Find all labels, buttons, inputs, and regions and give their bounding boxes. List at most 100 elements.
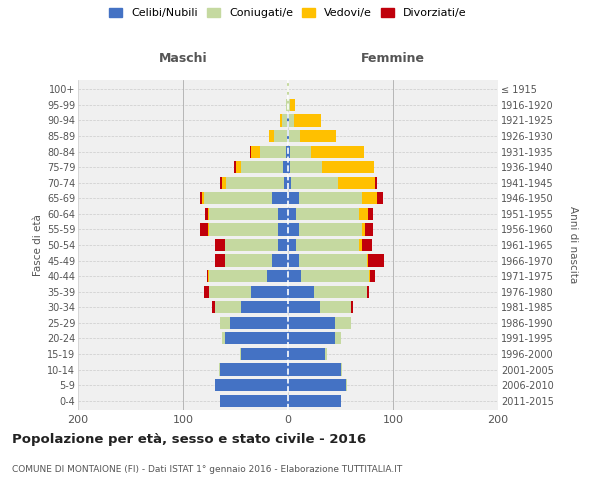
Bar: [260, 146, 286, 158]
Bar: [288, 364, 341, 376]
Bar: [335, 332, 341, 344]
Bar: [288, 146, 290, 158]
Bar: [288, 254, 299, 266]
Bar: [274, 130, 287, 142]
Bar: [295, 114, 320, 126]
Bar: [286, 146, 288, 158]
Bar: [290, 161, 322, 173]
Y-axis label: Fasce di età: Fasce di età: [32, 214, 43, 276]
Bar: [314, 286, 367, 298]
Bar: [215, 254, 225, 266]
Bar: [368, 254, 383, 266]
Bar: [289, 114, 295, 126]
Bar: [359, 208, 368, 220]
Text: Popolazione per età, sesso e stato civile - 2016: Popolazione per età, sesso e stato civil…: [12, 432, 366, 446]
Bar: [280, 114, 282, 126]
Bar: [277, 239, 288, 251]
Bar: [209, 286, 251, 298]
Bar: [288, 317, 335, 329]
Bar: [346, 379, 347, 391]
Bar: [251, 146, 260, 158]
Bar: [369, 270, 370, 282]
Bar: [207, 270, 208, 282]
Bar: [288, 114, 289, 126]
Bar: [225, 254, 272, 266]
Bar: [299, 192, 361, 204]
Bar: [208, 224, 209, 235]
Text: Femmine: Femmine: [361, 52, 425, 65]
Bar: [322, 161, 374, 173]
Bar: [218, 364, 220, 376]
Bar: [288, 84, 289, 96]
Bar: [338, 176, 375, 189]
Bar: [208, 208, 209, 220]
Bar: [241, 301, 288, 314]
Bar: [287, 130, 288, 142]
Bar: [215, 379, 288, 391]
Bar: [220, 176, 222, 189]
Bar: [202, 192, 204, 204]
Bar: [277, 208, 288, 220]
Bar: [287, 114, 288, 126]
Bar: [335, 317, 351, 329]
Bar: [212, 301, 215, 314]
Bar: [250, 146, 251, 158]
Bar: [290, 99, 295, 111]
Bar: [240, 348, 241, 360]
Bar: [235, 161, 241, 173]
Bar: [215, 239, 225, 251]
Bar: [288, 348, 325, 360]
Bar: [200, 192, 202, 204]
Bar: [225, 332, 288, 344]
Bar: [225, 239, 277, 251]
Bar: [299, 224, 361, 235]
Legend: Celibi/Nubili, Coniugati/e, Vedovi/e, Divorziati/e: Celibi/Nubili, Coniugati/e, Vedovi/e, Di…: [107, 6, 469, 20]
Bar: [200, 224, 208, 235]
Bar: [272, 192, 288, 204]
Bar: [220, 394, 288, 406]
Bar: [288, 208, 296, 220]
Bar: [288, 394, 341, 406]
Bar: [205, 208, 208, 220]
Bar: [286, 99, 288, 111]
Bar: [361, 224, 365, 235]
Bar: [361, 192, 377, 204]
Bar: [288, 379, 346, 391]
Bar: [241, 161, 283, 173]
Bar: [288, 286, 314, 298]
Bar: [215, 301, 241, 314]
Bar: [289, 130, 299, 142]
Bar: [288, 192, 299, 204]
Text: COMUNE DI MONTAIONE (FI) - Dati ISTAT 1° gennaio 2016 - Elaborazione TUTTITALIA.: COMUNE DI MONTAIONE (FI) - Dati ISTAT 1°…: [12, 466, 402, 474]
Bar: [282, 114, 287, 126]
Bar: [359, 239, 362, 251]
Bar: [222, 332, 225, 344]
Bar: [288, 99, 290, 111]
Bar: [288, 130, 289, 142]
Bar: [299, 254, 367, 266]
Bar: [368, 208, 373, 220]
Bar: [251, 286, 288, 298]
Bar: [296, 239, 359, 251]
Bar: [267, 270, 288, 282]
Bar: [287, 84, 288, 96]
Bar: [288, 301, 320, 314]
Bar: [288, 270, 301, 282]
Bar: [291, 176, 338, 189]
Bar: [367, 254, 368, 266]
Bar: [375, 176, 377, 189]
Bar: [204, 192, 272, 204]
Bar: [208, 270, 209, 282]
Bar: [209, 224, 277, 235]
Bar: [320, 301, 351, 314]
Bar: [277, 224, 288, 235]
Bar: [296, 208, 359, 220]
Bar: [290, 146, 311, 158]
Bar: [204, 286, 209, 298]
Y-axis label: Anni di nascita: Anni di nascita: [568, 206, 578, 284]
Bar: [367, 286, 369, 298]
Bar: [209, 208, 277, 220]
Bar: [283, 161, 288, 173]
Bar: [230, 317, 288, 329]
Bar: [220, 364, 288, 376]
